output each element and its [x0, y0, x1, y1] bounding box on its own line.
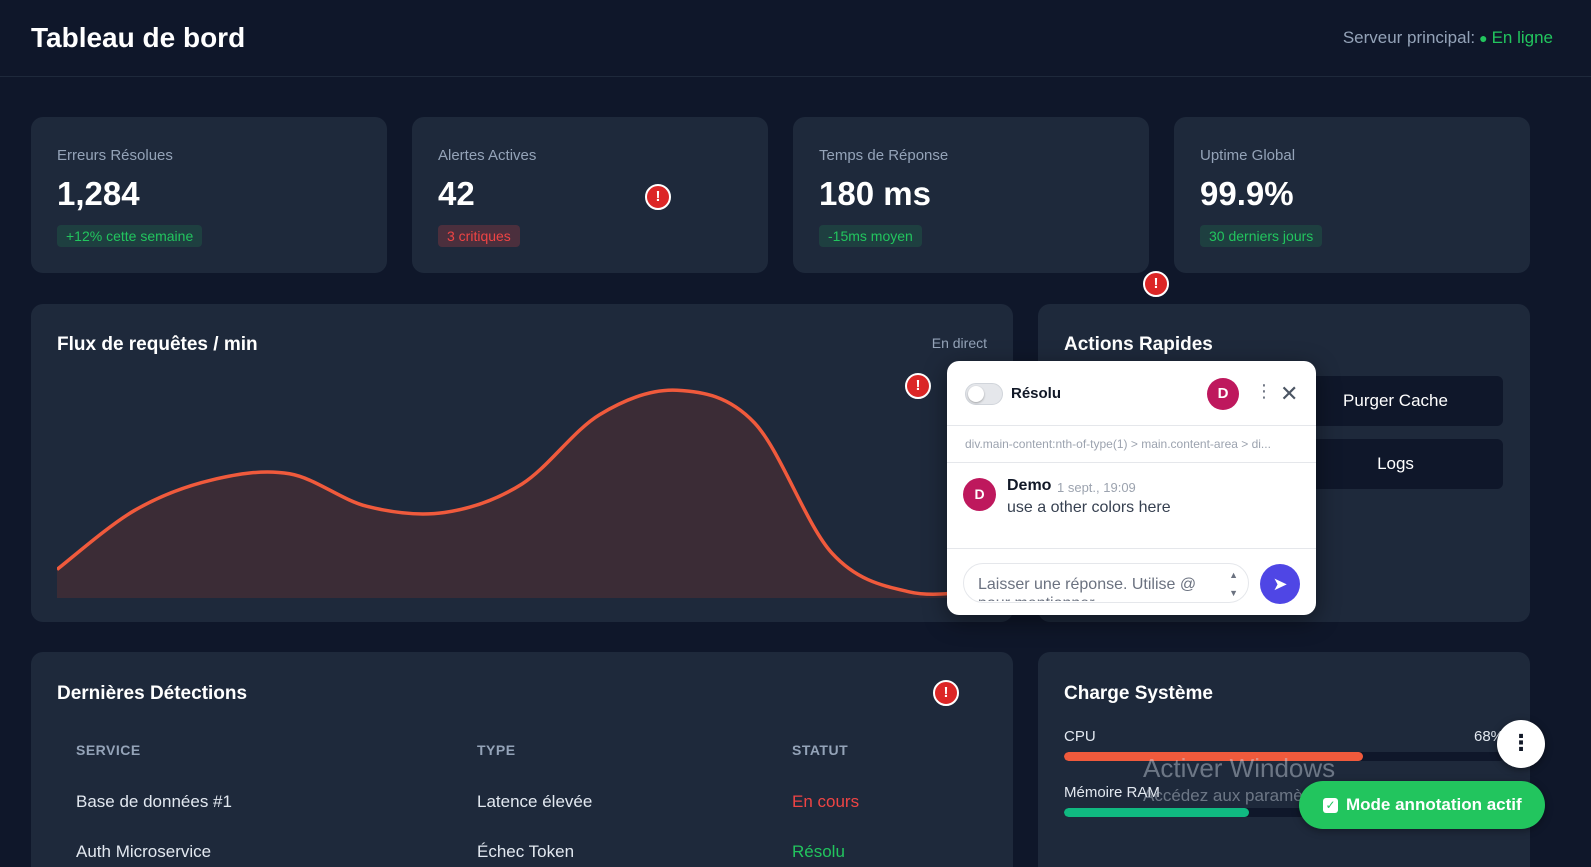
cell-status: En cours — [792, 792, 860, 811]
cpu-progress-fill — [1064, 752, 1364, 761]
divider — [947, 548, 1316, 549]
chart-series-line — [57, 388, 987, 596]
column-header-status: STATUT — [792, 742, 849, 758]
cell-status: Résolu — [792, 842, 845, 861]
stat-value: 42 — [438, 175, 475, 212]
reply-placeholder: Laisser une réponse. Utilise @ pour ment… — [978, 576, 1197, 601]
cpu-progress-track — [1064, 752, 1504, 761]
element-selector-path: div.main-content:nth-of-type(1) > main.c… — [965, 437, 1271, 451]
annotation-alert-icon[interactable]: ! — [1143, 271, 1169, 297]
purge-cache-label: Purger Cache — [1343, 391, 1448, 410]
send-icon: ➤ — [1272, 574, 1288, 594]
system-load-card: Charge Système CPU 68% Mémoire RAM — [1038, 652, 1530, 867]
cpu-label: CPU — [1064, 728, 1096, 745]
comment-text: use a other colors here — [1007, 499, 1171, 516]
server-label: Serveur principal: — [1342, 28, 1476, 47]
cell-service: Auth Microservice — [76, 842, 212, 861]
server-status-text: En ligne — [1491, 28, 1553, 47]
watermark-title: Activer Windows — [1143, 753, 1336, 783]
stat-value: 1,284 — [57, 175, 140, 212]
more-options-icon[interactable]: ⋮ — [1255, 381, 1273, 401]
stat-card-response-time: Temps de Réponse 180 ms -15ms moyen — [793, 117, 1149, 273]
stat-card-alerts: Alertes Actives 42 3 critiques — [412, 117, 768, 273]
send-button[interactable]: ➤ — [1260, 564, 1300, 604]
close-icon[interactable]: ✕ — [1280, 381, 1299, 406]
more-actions-button[interactable]: ⋮ — [1497, 720, 1545, 768]
chart-title: Flux de requêtes / min — [57, 334, 258, 355]
annotation-alert-icon[interactable]: ! — [933, 680, 959, 706]
stat-badge: 30 derniers jours — [1200, 225, 1323, 247]
server-status: Serveur principal: ● En ligne — [1343, 28, 1553, 48]
stat-card-uptime: Uptime Global 99.9% 30 derniers jours — [1174, 117, 1530, 273]
divider — [947, 425, 1316, 426]
divider — [947, 462, 1316, 463]
check-icon: ✓ — [1323, 798, 1338, 813]
scroll-up-icon[interactable]: ▲ — [1229, 570, 1238, 580]
detections-title: Dernières Détections — [57, 683, 248, 704]
detections-card: Dernières Détections SERVICE TYPE STATUT… — [31, 652, 1013, 867]
stat-badge: -15ms moyen — [819, 225, 922, 247]
annotation-mode-button[interactable]: ✓ Mode annotation actif — [1299, 781, 1545, 829]
traffic-chart-card: Flux de requêtes / min En direct — [31, 304, 1013, 622]
top-bar: Tableau de bord Serveur principal: ● En li… — [0, 0, 1591, 77]
cpu-value: 68% — [1474, 728, 1505, 745]
stat-card-errors: Erreurs Résolues 1,284 +12% cette semain… — [31, 117, 387, 273]
ram-progress-track — [1064, 808, 1504, 817]
reply-input[interactable]: Laisser une réponse. Utilise @ pour ment… — [963, 563, 1249, 603]
annotation-mode-label: Mode annotation actif — [1346, 795, 1522, 814]
system-load-title: Charge Système — [1064, 683, 1213, 704]
quick-actions-title: Actions Rapides — [1064, 334, 1213, 355]
ram-label: Mémoire RAM — [1064, 784, 1160, 801]
comment-popup: Résolu D ⋮ ✕ div.main-content:nth-of-typ… — [947, 361, 1316, 615]
status-dot-icon: ● — [1479, 30, 1488, 46]
cell-type: Latence élevée — [477, 792, 593, 811]
more-icon: ⋮ — [1510, 730, 1532, 755]
toggle-knob — [968, 386, 984, 402]
comment-avatar: D — [963, 478, 996, 511]
resolved-toggle[interactable] — [965, 383, 1003, 405]
annotation-alert-icon[interactable]: ! — [905, 373, 931, 399]
stat-label: Erreurs Résolues — [57, 147, 173, 164]
stat-value: 180 ms — [819, 175, 931, 212]
scroll-down-icon[interactable]: ▼ — [1229, 588, 1238, 598]
resolved-label: Résolu — [1011, 385, 1062, 402]
cell-type: Échec Token — [477, 842, 575, 861]
annotation-alert-icon[interactable]: ! — [645, 184, 671, 210]
stat-badge: 3 critiques — [438, 225, 520, 247]
page-title: Tableau de bord — [31, 22, 246, 53]
stat-value: 99.9% — [1200, 175, 1294, 212]
comment-author: Demo — [1007, 477, 1052, 494]
stat-label: Alertes Actives — [438, 147, 537, 164]
cell-service: Base de données #1 — [76, 792, 232, 811]
chart-area-fill — [57, 390, 987, 598]
stat-label: Temps de Réponse — [819, 147, 949, 164]
column-header-service: SERVICE — [76, 742, 141, 758]
ram-progress-fill — [1064, 808, 1249, 817]
column-header-type: TYPE — [477, 742, 516, 758]
live-label: En direct — [931, 335, 987, 351]
comment-timestamp: 1 sept., 19:09 — [1057, 480, 1136, 495]
avatar: D — [1207, 378, 1239, 410]
stat-label: Uptime Global — [1200, 147, 1296, 164]
traffic-chart — [57, 388, 987, 598]
stat-badge: +12% cette semaine — [57, 225, 203, 247]
logs-label: Logs — [1377, 454, 1414, 473]
